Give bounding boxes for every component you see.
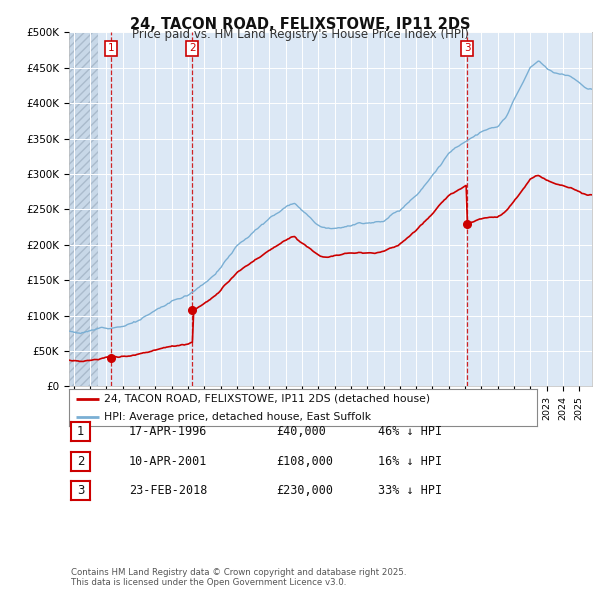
Text: Price paid vs. HM Land Registry's House Price Index (HPI): Price paid vs. HM Land Registry's House … <box>131 28 469 41</box>
Bar <box>69 32 98 386</box>
Text: 33% ↓ HPI: 33% ↓ HPI <box>378 484 442 497</box>
Text: 24, TACON ROAD, FELIXSTOWE, IP11 2DS: 24, TACON ROAD, FELIXSTOWE, IP11 2DS <box>130 17 470 32</box>
Text: HPI: Average price, detached house, East Suffolk: HPI: Average price, detached house, East… <box>104 412 371 422</box>
Text: 3: 3 <box>464 44 470 53</box>
Text: 3: 3 <box>77 484 84 497</box>
Text: 46% ↓ HPI: 46% ↓ HPI <box>378 425 442 438</box>
Text: 2: 2 <box>189 44 196 53</box>
Text: £230,000: £230,000 <box>276 484 333 497</box>
Text: £40,000: £40,000 <box>276 425 326 438</box>
Text: 17-APR-1996: 17-APR-1996 <box>129 425 208 438</box>
Text: 23-FEB-2018: 23-FEB-2018 <box>129 484 208 497</box>
Text: 16% ↓ HPI: 16% ↓ HPI <box>378 455 442 468</box>
Text: Contains HM Land Registry data © Crown copyright and database right 2025.
This d: Contains HM Land Registry data © Crown c… <box>71 568 406 587</box>
Text: 1: 1 <box>108 44 115 53</box>
Text: £108,000: £108,000 <box>276 455 333 468</box>
Text: 10-APR-2001: 10-APR-2001 <box>129 455 208 468</box>
Text: 2: 2 <box>77 455 84 468</box>
Text: 1: 1 <box>77 425 84 438</box>
Text: 24, TACON ROAD, FELIXSTOWE, IP11 2DS (detached house): 24, TACON ROAD, FELIXSTOWE, IP11 2DS (de… <box>104 394 430 404</box>
